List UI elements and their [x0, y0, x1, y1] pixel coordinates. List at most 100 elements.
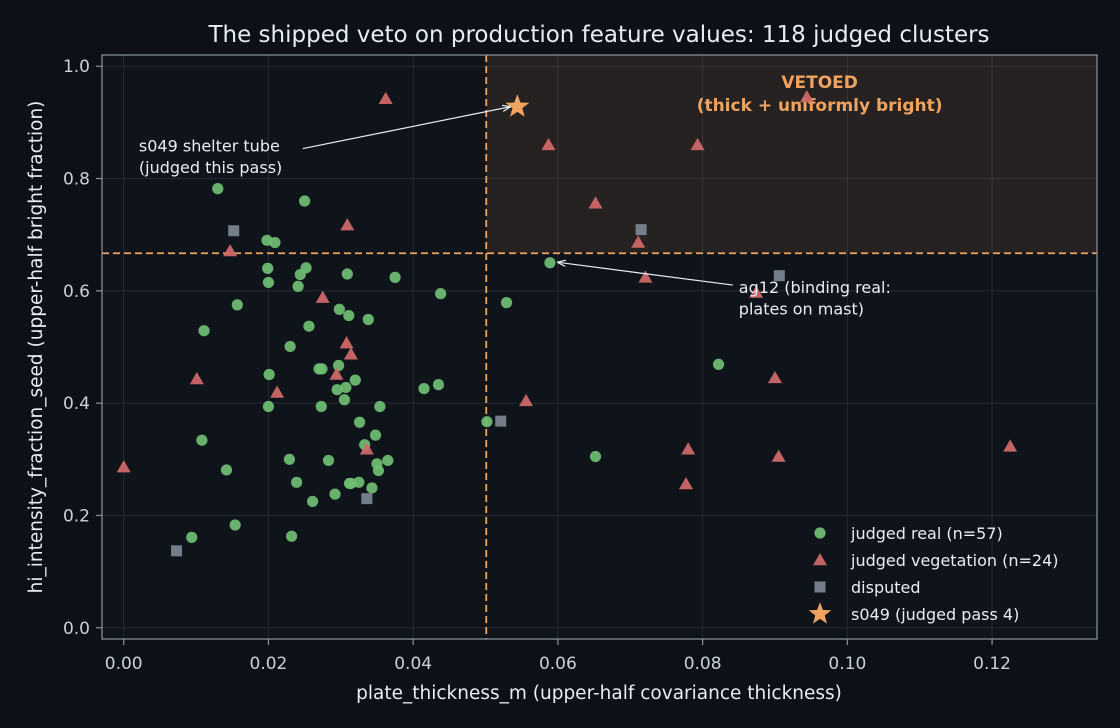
real-point	[435, 288, 447, 300]
legend-s049-star-point-swatch	[808, 602, 832, 624]
real-point	[371, 458, 383, 470]
annotation-arrow	[302, 106, 511, 150]
real-point	[186, 531, 198, 543]
vegetation-point	[771, 449, 786, 462]
legend-entry: judged real (n=57)	[850, 524, 1003, 543]
real-point	[354, 416, 366, 428]
y-tick-label: 0.4	[63, 394, 90, 414]
real-point	[212, 183, 224, 195]
annotations: s049 shelter tube (judged this pass) ag12 …	[139, 104, 891, 319]
real-point	[418, 382, 430, 395]
real-point	[432, 379, 445, 391]
real-point	[366, 482, 378, 494]
vegetation-point	[339, 336, 354, 349]
disputed-point	[361, 493, 373, 505]
vegetation-point	[116, 460, 131, 473]
disputed-point	[171, 545, 183, 557]
legend-vegetation-point-swatch	[813, 553, 827, 566]
real-point	[374, 400, 386, 413]
legend-entry: s049 (judged pass 4)	[851, 605, 1019, 624]
real-point	[231, 299, 243, 311]
real-point	[269, 236, 281, 249]
real-point	[315, 400, 327, 413]
real-point	[229, 519, 241, 531]
vegetation-point	[799, 90, 814, 103]
real-point	[263, 368, 275, 381]
vegetation-point	[359, 442, 374, 455]
legend-disputed-point-swatch	[814, 581, 826, 593]
vegetation-point	[767, 370, 782, 384]
vegetation-point	[681, 442, 696, 455]
real-point	[500, 297, 513, 309]
real-point	[382, 454, 394, 467]
x-tick-label: 0.12	[973, 654, 1011, 674]
real-point	[196, 434, 208, 446]
x-axis-label: plate_thickness_m (upper-half covariance…	[356, 683, 842, 704]
real-point	[712, 358, 725, 371]
legend-real-point-swatch	[814, 527, 826, 539]
real-point	[343, 477, 356, 490]
real-point	[262, 400, 275, 413]
real-point	[481, 416, 493, 428]
veto-region-subtitle: (thick + uniformly bright)	[697, 96, 943, 116]
real-point	[284, 340, 296, 353]
real-point	[299, 195, 311, 207]
annotation-text: plates on mast)	[739, 300, 864, 319]
real-point	[589, 450, 602, 463]
real-point	[331, 384, 343, 396]
legend-entry: judged vegetation (n=24)	[850, 551, 1059, 570]
real-point	[338, 394, 351, 406]
grid	[102, 55, 1097, 639]
real-point	[362, 313, 374, 326]
real-point	[544, 257, 556, 269]
real-point	[283, 453, 296, 465]
axes: 0.00 0.02 0.04 0.06 0.08 0.10 0.12 0.0 0.2 0.4 0.6…	[63, 54, 1098, 674]
real-point	[333, 303, 345, 315]
annotation-text: ag12 (binding real:	[739, 278, 891, 297]
vegetation-point	[329, 367, 344, 380]
y-tick-label: 1.0	[63, 57, 90, 77]
x-tick-label: 0.06	[539, 654, 577, 674]
real-point	[220, 464, 233, 476]
vegetation-point	[588, 196, 603, 209]
real-point	[198, 325, 210, 337]
real-point	[292, 280, 304, 292]
real-point	[349, 374, 361, 386]
annotation-text: (judged this pass)	[139, 158, 282, 177]
vegetation-point	[315, 290, 330, 303]
vegetation-point	[343, 347, 358, 360]
real-point	[322, 454, 335, 467]
annotation-text: s049 shelter tube	[139, 137, 280, 156]
real-point	[285, 530, 298, 542]
y-tick-label: 0.0	[63, 619, 90, 639]
disputed-point	[635, 224, 647, 236]
vegetation-point	[541, 137, 556, 151]
vegetation-point	[631, 235, 646, 248]
vegetation-point	[519, 393, 534, 407]
veto-region-fill	[486, 55, 1097, 254]
legend-entry: disputed	[851, 578, 921, 597]
x-tick-label: 0.08	[684, 654, 722, 674]
annotation-arrowhead	[501, 104, 512, 112]
real-point	[329, 488, 341, 500]
real-point	[343, 309, 355, 322]
s049-star-point	[505, 94, 530, 117]
real-point	[262, 276, 275, 289]
annotation-arrowhead	[556, 259, 567, 267]
vegetation-point	[223, 243, 238, 257]
disputed-point	[495, 415, 507, 427]
veto-region-title: VETOED	[781, 73, 858, 93]
real-point	[316, 363, 328, 375]
chart-title: The shipped veto on production feature v…	[207, 22, 989, 48]
y-tick-label: 0.2	[63, 506, 90, 526]
vegetation-point	[340, 218, 355, 231]
x-tick-label: 0.00	[105, 654, 143, 674]
real-point	[303, 320, 315, 332]
disputed-point	[228, 225, 240, 237]
vegetation-point	[1003, 439, 1018, 452]
x-tick-label: 0.02	[250, 654, 288, 674]
real-point	[333, 359, 345, 372]
plot-frame	[101, 54, 1098, 640]
y-axis-label: hi_intensity_fraction_seed (upper-half b…	[26, 101, 47, 594]
